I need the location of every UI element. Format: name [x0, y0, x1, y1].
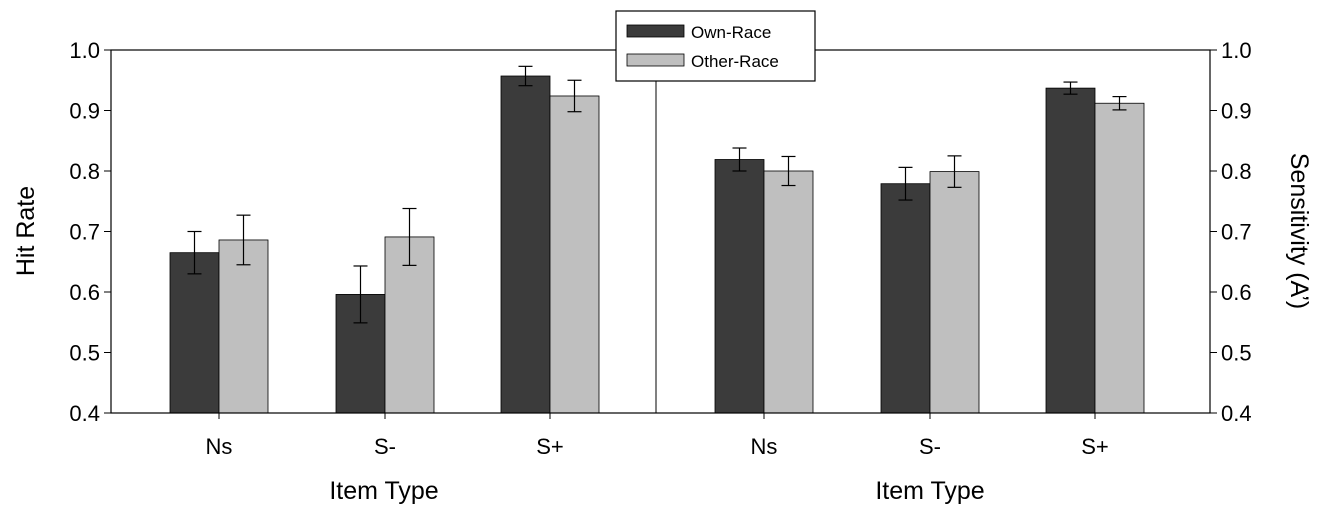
y-tick-label-left: 0.7 [69, 220, 100, 245]
x-tick-label: S- [374, 434, 396, 459]
y-tick-label-right: 0.4 [1221, 401, 1252, 426]
legend-swatch-other-race [626, 53, 685, 67]
panel-sensitivity: 0.4 0.5 0.6 0.7 0.8 0.9 1.0 Ns S- S+ [714, 38, 1252, 459]
bar-own-race [880, 183, 931, 414]
bar-other-race [384, 236, 435, 414]
y-tick-label-right: 0.5 [1221, 341, 1252, 366]
bar-other-race [763, 170, 814, 414]
y-tick-label-left: 0.4 [69, 401, 100, 426]
bar-other-race [549, 95, 600, 414]
y-axis-title-left: Hit Rate [12, 186, 40, 276]
bar-own-race [1045, 87, 1096, 414]
legend-box [615, 10, 816, 82]
bar-own-race [169, 252, 220, 414]
y-axis-title-right: Sensitivity (A’) [1285, 153, 1313, 310]
x-tick-label: Ns [751, 434, 778, 459]
panel-hit-rate: 0.4 0.5 0.6 0.7 0.8 0.9 1.0 Ns S- S+ [69, 38, 600, 459]
legend-label-other-race: Other-Race [691, 52, 779, 71]
y-tick-label-left: 0.6 [69, 280, 100, 305]
x-tick-label: S+ [1081, 434, 1109, 459]
y-tick-label-left: 0.9 [69, 99, 100, 124]
x-tick-label: S+ [536, 434, 564, 459]
x-axis-title-right: Item Type [875, 477, 984, 505]
legend-label-own-race: Own-Race [691, 23, 771, 42]
x-axis-title-left: Item Type [329, 477, 438, 505]
bar-other-race [1094, 102, 1145, 414]
y-tick-label-right: 0.7 [1221, 220, 1252, 245]
y-tick-label-left: 1.0 [69, 38, 100, 63]
legend: Own-Race Other-Race [615, 10, 816, 82]
y-tick-label-right: 0.8 [1221, 159, 1252, 184]
y-tick-label-right: 0.9 [1221, 99, 1252, 124]
bar-own-race [500, 75, 551, 414]
y-tick-label-left: 0.5 [69, 341, 100, 366]
bar-own-race [714, 159, 765, 414]
bar-other-race [218, 239, 269, 414]
legend-swatch-own-race [626, 24, 685, 38]
x-tick-label: Ns [206, 434, 233, 459]
y-tick-label-left: 0.8 [69, 159, 100, 184]
y-tick-label-right: 1.0 [1221, 38, 1252, 63]
bar-other-race [929, 171, 980, 414]
x-tick-label: S- [919, 434, 941, 459]
y-tick-label-right: 0.6 [1221, 280, 1252, 305]
